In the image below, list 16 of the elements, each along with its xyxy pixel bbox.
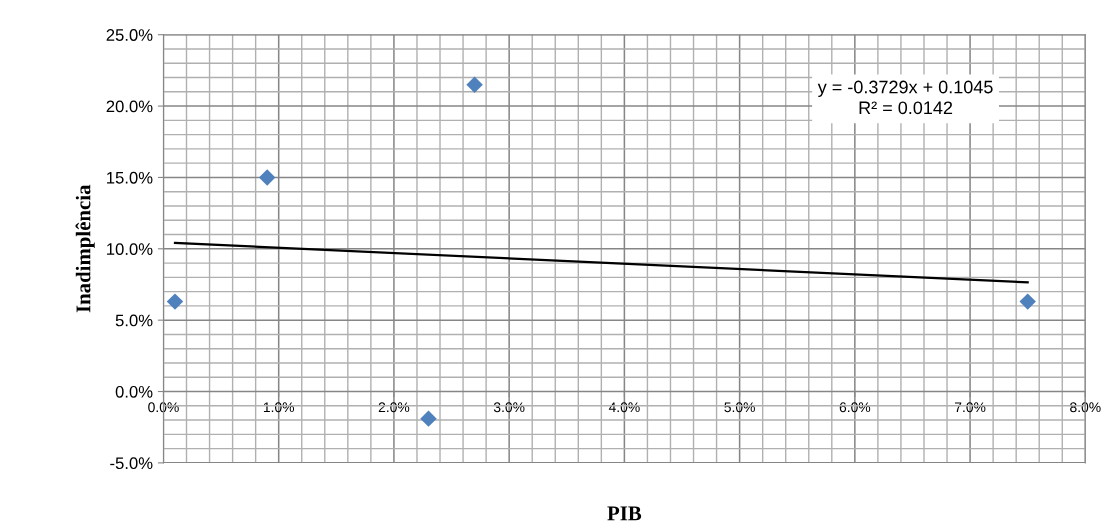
y-tick-label: 5.0% <box>115 314 153 327</box>
y-tick-label: 15.0% <box>107 171 153 184</box>
y-tick-label: 25.0% <box>106 29 153 41</box>
point <box>466 76 483 93</box>
point <box>166 293 184 310</box>
y-tick-label: 20.0% <box>106 100 153 113</box>
annotation: y = -0.3729x + 0.1045 R² = 0.0142 <box>817 80 993 115</box>
y-tick-label: 0.0% <box>115 385 153 398</box>
y-tick-label: 10.0% <box>107 243 153 255</box>
y-axis-title: Inadimplência <box>75 184 95 313</box>
point <box>1019 293 1036 310</box>
x-tick-label: 8.0% <box>1070 402 1101 413</box>
x-axis-title: PIB <box>607 506 642 521</box>
y-tick-label: -5.0% <box>110 457 153 470</box>
point <box>258 169 276 186</box>
point <box>420 410 437 427</box>
